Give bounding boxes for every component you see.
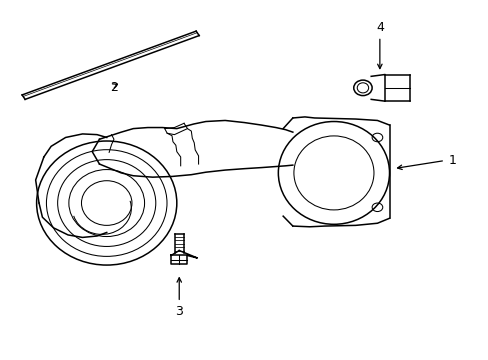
Text: 3: 3 xyxy=(175,305,183,318)
Text: 2: 2 xyxy=(110,81,118,94)
Text: 1: 1 xyxy=(447,154,455,167)
Text: 4: 4 xyxy=(375,21,383,34)
